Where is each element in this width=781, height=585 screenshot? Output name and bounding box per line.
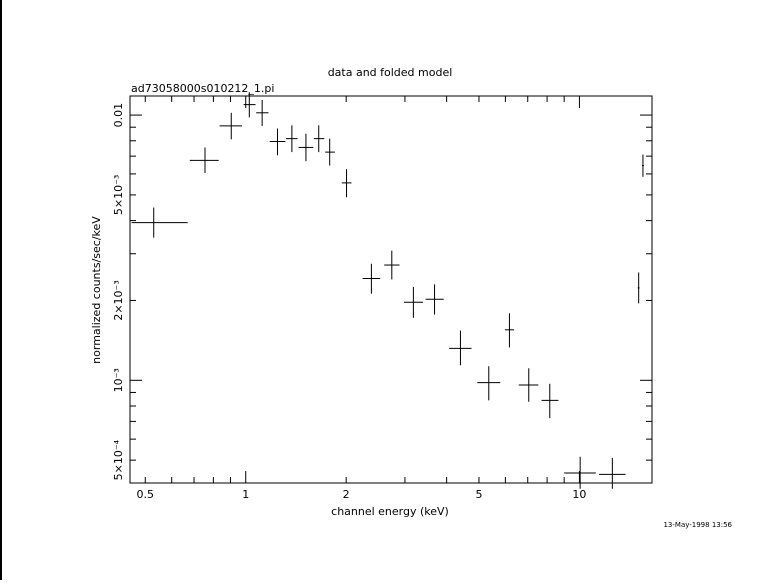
- timestamp: 13-May-1998 13:56: [663, 521, 732, 529]
- x-axis-label: channel energy (keV): [331, 505, 449, 518]
- data-layer: [131, 92, 644, 489]
- data-point: [384, 250, 400, 280]
- data-point: [131, 207, 188, 238]
- chart-subtitle: ad73058000s010212_1.pi: [131, 82, 274, 95]
- data-point: [189, 147, 219, 173]
- plot-frame: [129, 95, 653, 484]
- data-point: [298, 133, 314, 162]
- x-tick-label: 0.5: [137, 488, 155, 501]
- data-point: [269, 128, 286, 156]
- x-tick-label: 5: [475, 488, 482, 501]
- data-point: [477, 366, 501, 401]
- chart-title: data and folded model: [328, 66, 453, 79]
- y-tick-label: 0.01: [112, 103, 125, 128]
- y-tick-label: 10⁻³: [112, 368, 125, 392]
- data-point: [504, 313, 515, 348]
- data-point: [313, 125, 325, 153]
- axes-layer: 0.5 1 2 5 10 0.01 5×10⁻³ 2×10⁻³ 10⁻³ 5×10⁻⁴: [112, 96, 652, 501]
- data-point: [341, 169, 352, 198]
- y-tick-label: 2×10⁻³: [112, 280, 125, 320]
- y-tick-label: 5×10⁻³: [112, 175, 125, 215]
- data-point: [599, 457, 626, 489]
- data-point: [637, 272, 640, 304]
- data-point: [362, 263, 381, 294]
- data-point: [642, 154, 644, 177]
- x-tick-label: 10: [572, 488, 586, 501]
- data-point: [403, 286, 424, 318]
- y-axis-label: normalized counts/sec/keV: [90, 216, 103, 364]
- data-point: [219, 112, 243, 140]
- data-point: [518, 368, 539, 402]
- data-point: [564, 456, 596, 489]
- window-left-border: [0, 0, 2, 580]
- x-tick-label: 2: [343, 488, 350, 501]
- x-tick-label: 1: [242, 488, 249, 501]
- data-point: [256, 99, 269, 126]
- data-point: [243, 92, 256, 118]
- data-point: [325, 138, 335, 166]
- data-point: [285, 125, 298, 153]
- data-point: [541, 383, 559, 419]
- data-point: [425, 284, 444, 315]
- y-tick-label: 5×10⁻⁴: [112, 439, 125, 480]
- data-point: [449, 330, 472, 366]
